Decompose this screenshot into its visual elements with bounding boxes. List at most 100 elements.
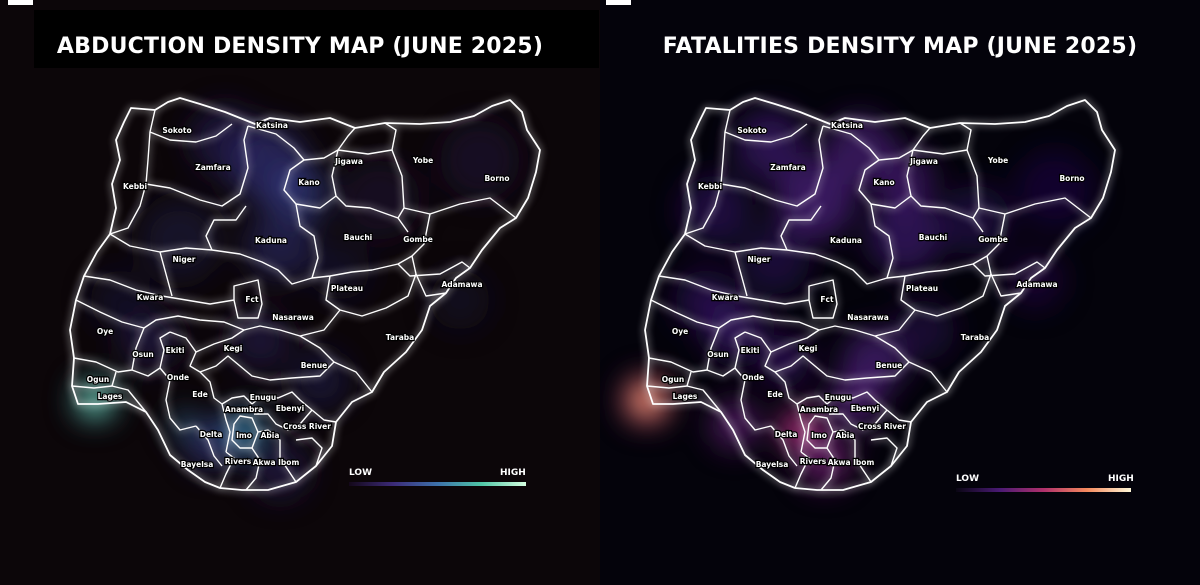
- country-outline: [644, 97, 1116, 491]
- state-borders: [69, 97, 541, 491]
- corner-marker: [606, 0, 631, 5]
- density-blob: [735, 110, 805, 180]
- state-label-rivers: Rivers: [800, 457, 827, 466]
- legend-color-bar: [349, 482, 526, 486]
- title-bar: [34, 10, 599, 68]
- state-label-osun: Osun: [132, 350, 154, 359]
- state-label-akwa-ibom: Akwa Ibom: [828, 458, 875, 467]
- state-border: [774, 371, 798, 405]
- state-label-ondo: Onde: [742, 373, 764, 382]
- density-blob: [1005, 250, 1065, 310]
- state-label-katsina: Katsina: [256, 121, 288, 130]
- state-label-zamfara: Zamfara: [195, 163, 230, 172]
- state-border: [734, 367, 772, 431]
- state-border: [796, 395, 828, 405]
- state-label-benue: Benue: [301, 361, 328, 370]
- density-blob: [710, 400, 760, 450]
- state-label-imo: Imo: [811, 431, 827, 440]
- state-label-niger: Niger: [747, 255, 770, 264]
- state-border: [247, 125, 356, 161]
- state-border: [650, 299, 720, 329]
- state-label-taraba: Taraba: [961, 333, 989, 342]
- state-border: [145, 125, 249, 207]
- density-blob: [430, 270, 490, 330]
- state-label-anambra: Anambra: [225, 405, 263, 414]
- density-blob: [1015, 150, 1095, 230]
- state-border: [796, 403, 806, 453]
- density-blob: [340, 160, 420, 240]
- state-label-rivers: Rivers: [225, 457, 252, 466]
- state-border: [858, 149, 914, 209]
- state-label-ebonyi: Ebenyi: [276, 404, 304, 413]
- state-label-gombe: Gombe: [978, 235, 1008, 244]
- state-label-zamfara: Zamfara: [770, 163, 805, 172]
- state-border: [648, 357, 708, 373]
- state-label-bauchi: Bauchi: [344, 233, 372, 242]
- state-border: [311, 409, 337, 423]
- state-label-nasarawa: Nasarawa: [847, 313, 889, 322]
- state-label-cross-river: Cross River: [283, 422, 331, 431]
- state-border: [686, 371, 692, 387]
- state-label-kebbi: Kebbi: [123, 182, 147, 191]
- state-border: [325, 273, 417, 317]
- state-label-benue: Benue: [876, 361, 903, 370]
- state-border: [205, 205, 247, 251]
- density-blob: [675, 270, 735, 330]
- density-blob: [440, 120, 520, 200]
- state-label-cross-river: Cross River: [858, 422, 906, 431]
- density-blob: [250, 440, 310, 500]
- state-label-kogi: Kegi: [224, 344, 243, 353]
- state-label-kano: Kano: [873, 178, 894, 187]
- state-border: [149, 123, 233, 143]
- state-border: [829, 409, 888, 431]
- state-border: [195, 329, 245, 353]
- state-label-lagos: Lages: [673, 392, 698, 401]
- state-border: [910, 195, 974, 219]
- state-label-kwara: Kwara: [712, 293, 739, 302]
- state-border: [972, 261, 1046, 277]
- state-label-delta: Delta: [200, 430, 223, 439]
- state-border: [706, 331, 746, 377]
- state-border: [251, 391, 313, 411]
- state-label-ekiti: Ekiti: [166, 346, 185, 355]
- state-border: [720, 125, 824, 207]
- state-border: [770, 329, 820, 353]
- state-border: [295, 203, 431, 279]
- legend-low-label: LOW: [956, 474, 979, 484]
- state-label-delta: Delta: [775, 430, 798, 439]
- abduction-map-panel: ABDUCTION DENSITY MAP (JUNE 2025) Sokoto…: [0, 0, 600, 585]
- state-label-imo: Imo: [236, 431, 252, 440]
- fatalities-map-panel: FATALITIES DENSITY MAP (JUNE 2025) Sokot…: [600, 0, 1200, 585]
- legend-color-bar: [956, 488, 1131, 492]
- density-blob: [230, 310, 290, 370]
- state-label-adamawa: Adamawa: [441, 280, 482, 289]
- state-labels: Sokoto Katsina Jigawa Yobe Zamfara Kebbi Kano B…: [86, 120, 511, 470]
- density-blob: [245, 210, 315, 280]
- density-blob: [867, 197, 943, 273]
- density-blob: [270, 165, 330, 225]
- state-label-anambra: Anambra: [800, 405, 838, 414]
- state-border: [774, 355, 910, 381]
- state-label-sokoto: Sokoto: [162, 126, 191, 135]
- corner-marker: [8, 0, 33, 5]
- fatalities-map-title: FATALITIES DENSITY MAP (JUNE 2025): [662, 34, 1138, 59]
- state-label-jigawa: Jigawa: [334, 157, 363, 166]
- state-border: [211, 249, 313, 285]
- state-border: [83, 275, 235, 305]
- state-label-oyo: Oye: [97, 327, 113, 336]
- state-border: [257, 429, 281, 458]
- state-label-fct: Fct: [820, 295, 834, 304]
- fatalities-heat-layer: [617, 110, 1095, 488]
- state-border: [820, 447, 836, 491]
- state-border: [724, 123, 808, 143]
- state-label-ekiti: Ekiti: [741, 346, 760, 355]
- state-border: [111, 371, 117, 387]
- state-border: [794, 451, 810, 489]
- state-label-enugu: Enugu: [825, 393, 852, 402]
- state-border: [335, 195, 399, 219]
- state-borders: [644, 97, 1116, 491]
- state-border: [706, 327, 720, 371]
- abduction-density-map: Sokoto Katsina Jigawa Yobe Zamfara Kebbi Kano B…: [69, 97, 541, 500]
- density-blob: [825, 115, 895, 185]
- state-label-taraba: Taraba: [386, 333, 414, 342]
